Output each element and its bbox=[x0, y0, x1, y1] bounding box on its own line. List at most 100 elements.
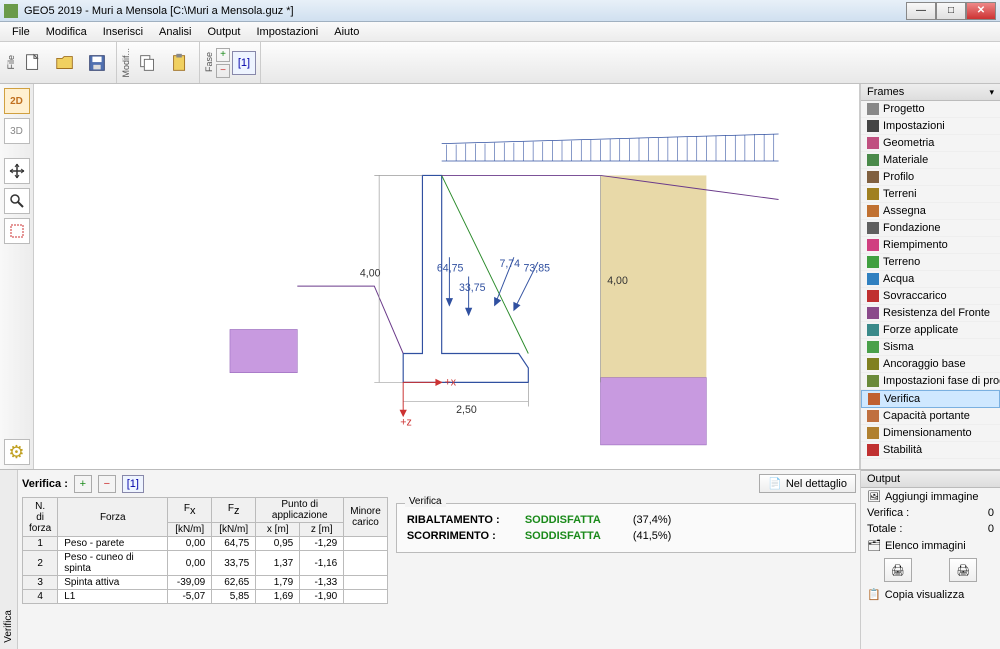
frame-item-stabilit-[interactable]: Stabilità bbox=[861, 442, 1000, 459]
frame-item-terreno[interactable]: Terreno bbox=[861, 254, 1000, 271]
pan-button[interactable] bbox=[4, 158, 30, 184]
frame-item-impostazioni[interactable]: Impostazioni bbox=[861, 118, 1000, 135]
frame-item-label: Progetto bbox=[883, 103, 925, 115]
paste-button[interactable] bbox=[165, 48, 195, 78]
frame-item-dimensionamento[interactable]: Dimensionamento bbox=[861, 425, 1000, 442]
table-row[interactable]: 4L1-5,075,851,69-1,90 bbox=[23, 590, 388, 604]
frame-icon bbox=[867, 205, 879, 217]
frame-item-materiale[interactable]: Materiale bbox=[861, 152, 1000, 169]
dim-width: 2,50 bbox=[456, 404, 477, 416]
view-3d-button[interactable]: 3D bbox=[4, 118, 30, 144]
settings-gear-button[interactable]: ⚙ bbox=[4, 439, 30, 465]
frame-item-riempimento[interactable]: Riempimento bbox=[861, 237, 1000, 254]
zoom-button[interactable] bbox=[4, 188, 30, 214]
frame-item-label: Riempimento bbox=[883, 239, 948, 251]
window-title: GEO5 2019 - Muri a Mensola [C:\Muri a Me… bbox=[24, 5, 906, 17]
output-panel: Output 🖼 Aggiungi immagine Verifica : 0 … bbox=[860, 470, 1000, 649]
frame-icon bbox=[868, 393, 880, 405]
frame-item-acqua[interactable]: Acqua bbox=[861, 271, 1000, 288]
svg-text:64,75: 64,75 bbox=[437, 263, 464, 275]
frame-item-label: Assegna bbox=[883, 205, 926, 217]
verify-header-label: Verifica : bbox=[22, 478, 68, 490]
menu-modifica[interactable]: Modifica bbox=[38, 24, 95, 40]
verify-add-button[interactable]: + bbox=[74, 475, 92, 493]
frame-item-ancoraggio-base[interactable]: Ancoraggio base bbox=[861, 356, 1000, 373]
frame-item-forze-applicate[interactable]: Forze applicate bbox=[861, 322, 1000, 339]
bottom-tab[interactable]: Verifica bbox=[0, 470, 18, 649]
frame-item-label: Materiale bbox=[883, 154, 928, 166]
open-file-button[interactable] bbox=[50, 48, 80, 78]
frame-item-assegna[interactable]: Assegna bbox=[861, 203, 1000, 220]
frame-icon bbox=[867, 375, 879, 387]
maximize-button[interactable]: □ bbox=[936, 2, 966, 20]
fit-button[interactable] bbox=[4, 218, 30, 244]
frame-item-profilo[interactable]: Profilo bbox=[861, 169, 1000, 186]
frame-item-label: Profilo bbox=[883, 171, 914, 183]
add-image-button[interactable]: 🖼 Aggiungi immagine bbox=[861, 488, 1000, 505]
table-row[interactable]: 3Spinta attiva-39,0962,651,79-1,33 bbox=[23, 576, 388, 590]
menu-inserisci[interactable]: Inserisci bbox=[95, 24, 151, 40]
frame-icon bbox=[867, 358, 879, 370]
col-punto: Punto di applicazione bbox=[256, 498, 344, 523]
toolbar-group-fase-label: Fase bbox=[204, 50, 214, 74]
new-file-button[interactable] bbox=[18, 48, 48, 78]
frame-item-progetto[interactable]: Progetto bbox=[861, 101, 1000, 118]
minimize-button[interactable]: — bbox=[906, 2, 936, 20]
frame-item-label: Verifica bbox=[884, 393, 920, 405]
verify-remove-button[interactable]: − bbox=[98, 475, 116, 493]
menu-impostazioni[interactable]: Impostazioni bbox=[248, 24, 326, 40]
menu-file[interactable]: File bbox=[4, 24, 38, 40]
stage-1-button[interactable]: [1] bbox=[232, 51, 256, 75]
verify-results-box: Verifica RIBALTAMENTO :SODDISFATTA(37,4%… bbox=[396, 503, 856, 553]
remove-stage-button[interactable]: − bbox=[216, 64, 230, 78]
menubar: File Modifica Inserisci Analisi Output I… bbox=[0, 22, 1000, 42]
frame-item-label: Geometria bbox=[883, 137, 934, 149]
frame-item-label: Capacità portante bbox=[883, 410, 970, 422]
print-button-2[interactable]: 🖨 bbox=[949, 558, 977, 582]
menu-aiuto[interactable]: Aiuto bbox=[326, 24, 367, 40]
close-button[interactable]: ✕ bbox=[966, 2, 996, 20]
verify-stage-button[interactable]: [1] bbox=[122, 475, 144, 493]
print-button-1[interactable]: 🖨 bbox=[884, 558, 912, 582]
table-row[interactable]: 2Peso - cuneo di spinta0,0033,751,37-1,1… bbox=[23, 551, 388, 576]
dim-height: 4,00 bbox=[360, 268, 381, 280]
frame-icon bbox=[867, 103, 879, 115]
view-2d-button[interactable]: 2D bbox=[4, 88, 30, 114]
frame-item-terreni[interactable]: Terreni bbox=[861, 186, 1000, 203]
menu-output[interactable]: Output bbox=[199, 24, 248, 40]
frame-item-geometria[interactable]: Geometria bbox=[861, 135, 1000, 152]
frame-item-capacit-portante[interactable]: Capacità portante bbox=[861, 408, 1000, 425]
verify-row: SCORRIMENTO :SODDISFATTA(41,5%) bbox=[407, 530, 845, 542]
list-images-button[interactable]: 🗂 Elenco immagini bbox=[861, 537, 1000, 554]
frame-icon bbox=[867, 171, 879, 183]
add-stage-button[interactable]: + bbox=[216, 48, 230, 62]
frame-item-label: Acqua bbox=[883, 273, 914, 285]
frame-icon bbox=[867, 154, 879, 166]
toolbar: File Modif... Fase + − [1] bbox=[0, 42, 1000, 84]
copy-button[interactable] bbox=[133, 48, 163, 78]
frame-item-label: Impostazioni bbox=[883, 120, 945, 132]
output-verify-count: Verifica : 0 bbox=[861, 505, 1000, 521]
drawing-canvas[interactable]: 4,00 4,00 2,50 +x +z 64,75 33,75 7,74 bbox=[34, 84, 860, 469]
frame-item-resistenza-del-fronte[interactable]: Resistenza del Fronte bbox=[861, 305, 1000, 322]
app-icon bbox=[4, 4, 18, 18]
bottom-tab-label: Verifica bbox=[1, 604, 16, 649]
frame-item-label: Ancoraggio base bbox=[883, 358, 966, 370]
svg-text:33,75: 33,75 bbox=[459, 282, 486, 294]
frame-item-impostazioni-fase-di-progetto[interactable]: Impostazioni fase di progetto bbox=[861, 373, 1000, 390]
frame-item-label: Forze applicate bbox=[883, 324, 958, 336]
svg-text:+x: +x bbox=[445, 376, 457, 388]
frames-collapse-icon[interactable]: ▾ bbox=[989, 87, 994, 98]
table-row[interactable]: 1Peso - parete0,0064,750,95-1,29 bbox=[23, 537, 388, 551]
frame-item-fondazione[interactable]: Fondazione bbox=[861, 220, 1000, 237]
save-file-button[interactable] bbox=[82, 48, 112, 78]
frame-item-label: Resistenza del Fronte bbox=[883, 307, 990, 319]
frame-item-sovraccarico[interactable]: Sovraccarico bbox=[861, 288, 1000, 305]
copy-view-button[interactable]: 📋 Copia visualizza bbox=[861, 586, 1000, 603]
frame-item-verifica[interactable]: Verifica bbox=[861, 390, 1000, 408]
detail-button[interactable]: 📄 Nel dettaglio bbox=[759, 474, 856, 493]
menu-analisi[interactable]: Analisi bbox=[151, 24, 199, 40]
frame-icon bbox=[867, 444, 879, 456]
frame-item-sisma[interactable]: Sisma bbox=[861, 339, 1000, 356]
copy-icon: 📋 bbox=[867, 588, 881, 601]
